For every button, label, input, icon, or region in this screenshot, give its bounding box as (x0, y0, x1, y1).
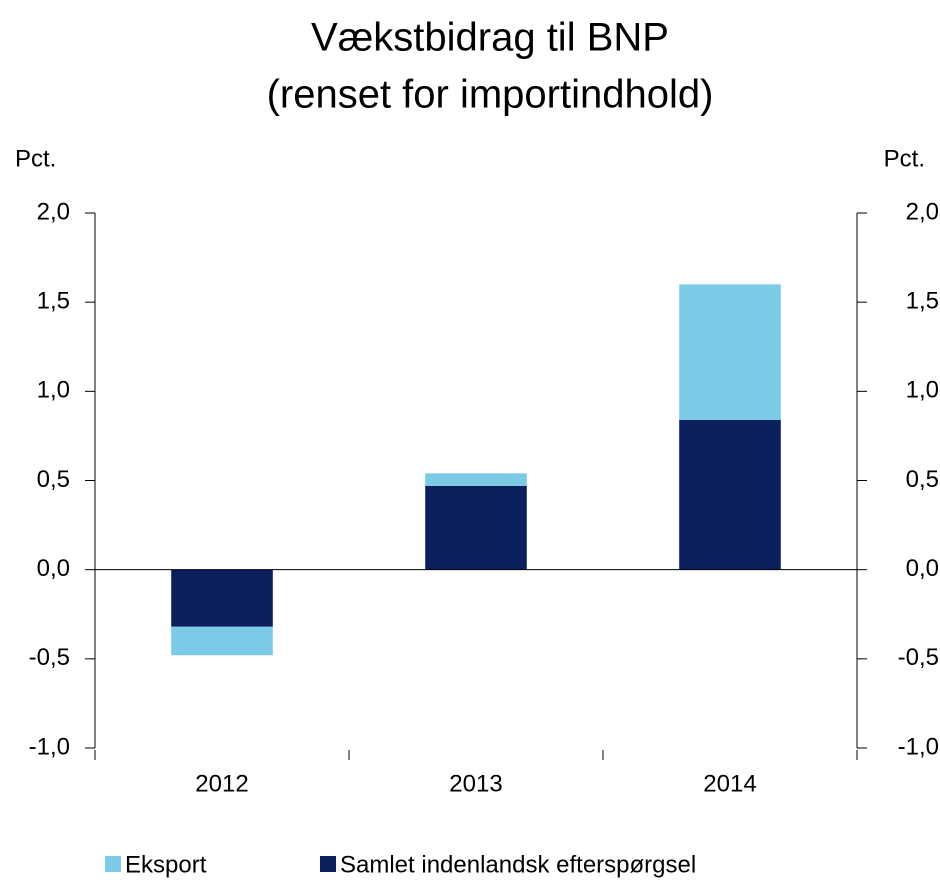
y2-tick-label: 0,5 (906, 466, 939, 493)
bar (171, 626, 273, 656)
y-tick-label: -1,0 (29, 733, 70, 760)
bar (425, 473, 527, 486)
y-axis-label: Pct. (15, 145, 56, 172)
bar (679, 419, 781, 570)
bar (679, 284, 781, 420)
y2-tick-label: 1,0 (906, 377, 939, 404)
x-tick-label: 2012 (195, 770, 248, 797)
legend-label: Eksport (125, 851, 207, 878)
y-tick-label: -0,5 (29, 644, 70, 671)
bar (425, 485, 527, 570)
y-tick-label: 0,0 (37, 555, 70, 582)
legend-label: Samlet indenlandsk efterspørgsel (340, 851, 696, 878)
legend-swatch (320, 856, 336, 872)
y2-tick-label: 1,5 (906, 288, 939, 315)
y2-tick-label: -1,0 (898, 733, 939, 760)
y-tick-label: 0,5 (37, 466, 70, 493)
y-tick-label: 1,0 (37, 377, 70, 404)
y2-axis-label: Pct. (884, 145, 925, 172)
legend-swatch (105, 856, 121, 872)
y2-tick-label: 2,0 (906, 198, 939, 225)
chart-title: Vækstbidrag til BNP (311, 16, 669, 60)
y-tick-label: 2,0 (37, 198, 70, 225)
x-tick-label: 2013 (449, 770, 502, 797)
y2-tick-label: -0,5 (898, 644, 939, 671)
chart-title: (renset for importindhold) (267, 73, 714, 117)
bar (171, 569, 273, 627)
x-tick-label: 2014 (703, 770, 756, 797)
y2-tick-label: 0,0 (906, 555, 939, 582)
y-tick-label: 1,5 (37, 288, 70, 315)
